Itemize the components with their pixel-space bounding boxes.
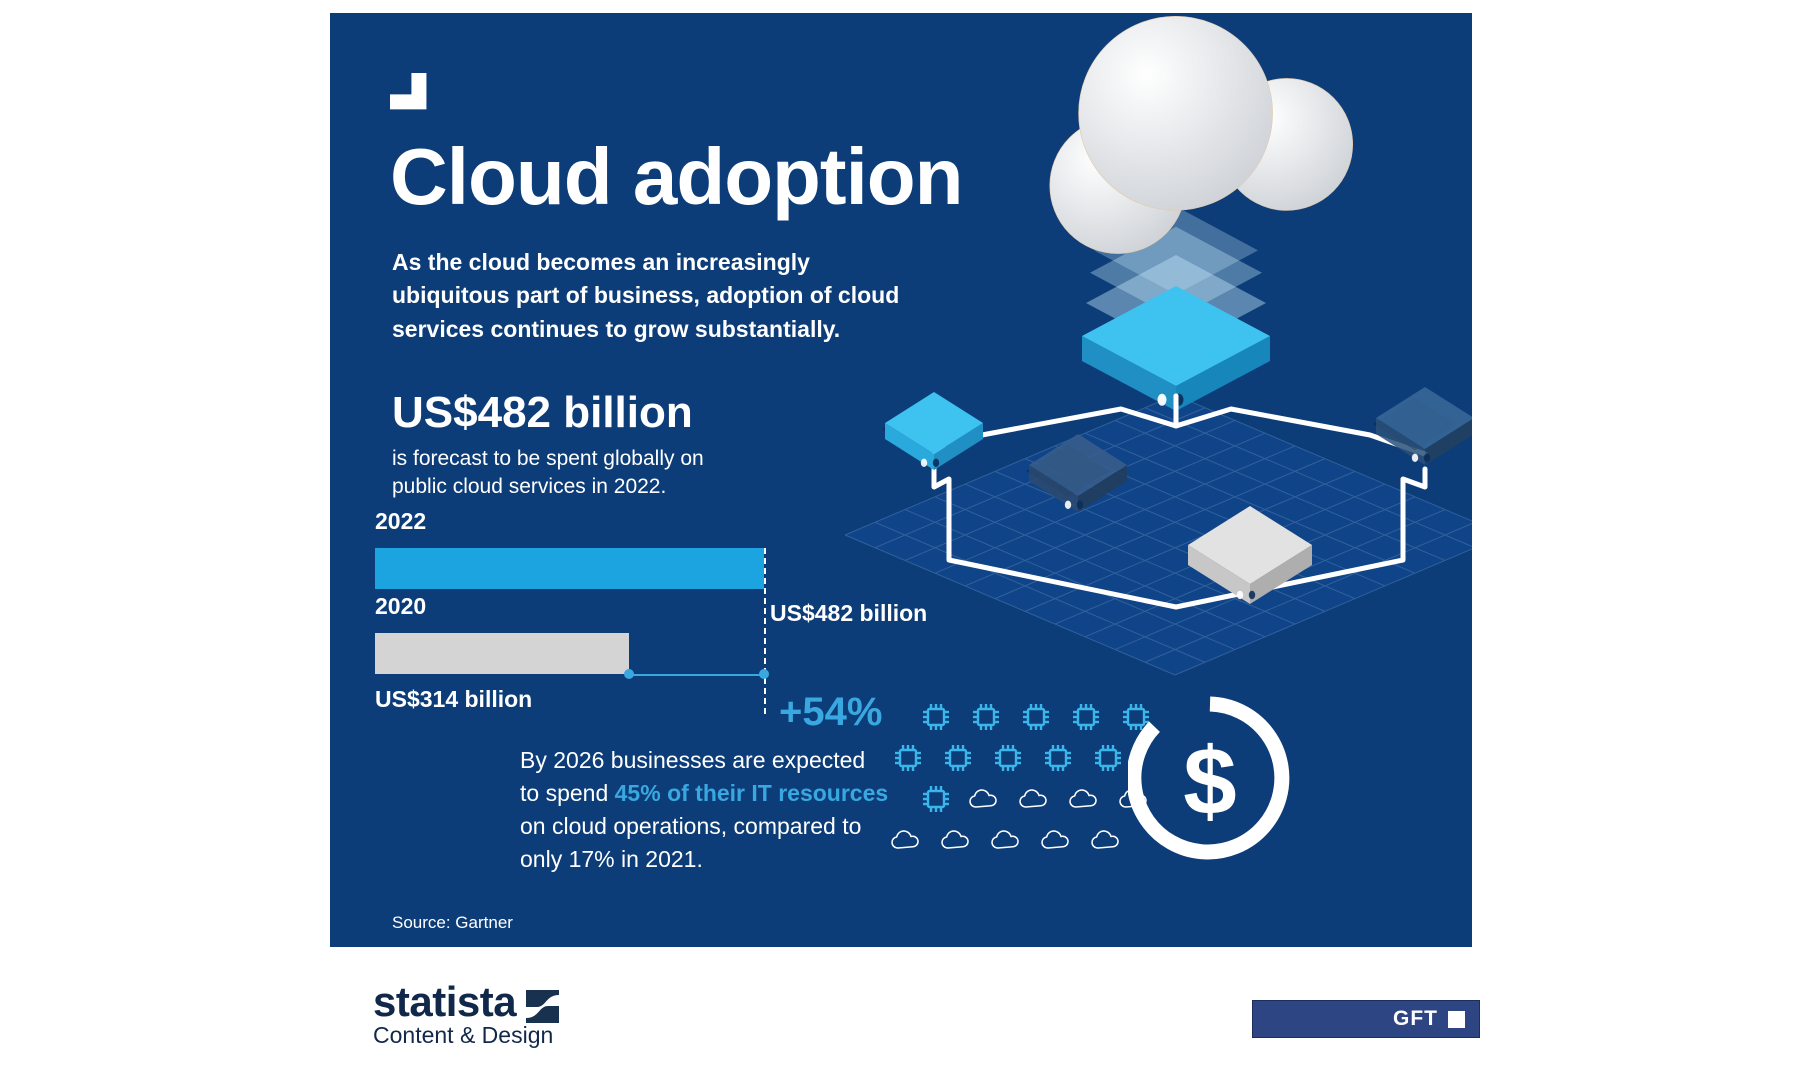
- svg-text:$: $: [1183, 728, 1236, 835]
